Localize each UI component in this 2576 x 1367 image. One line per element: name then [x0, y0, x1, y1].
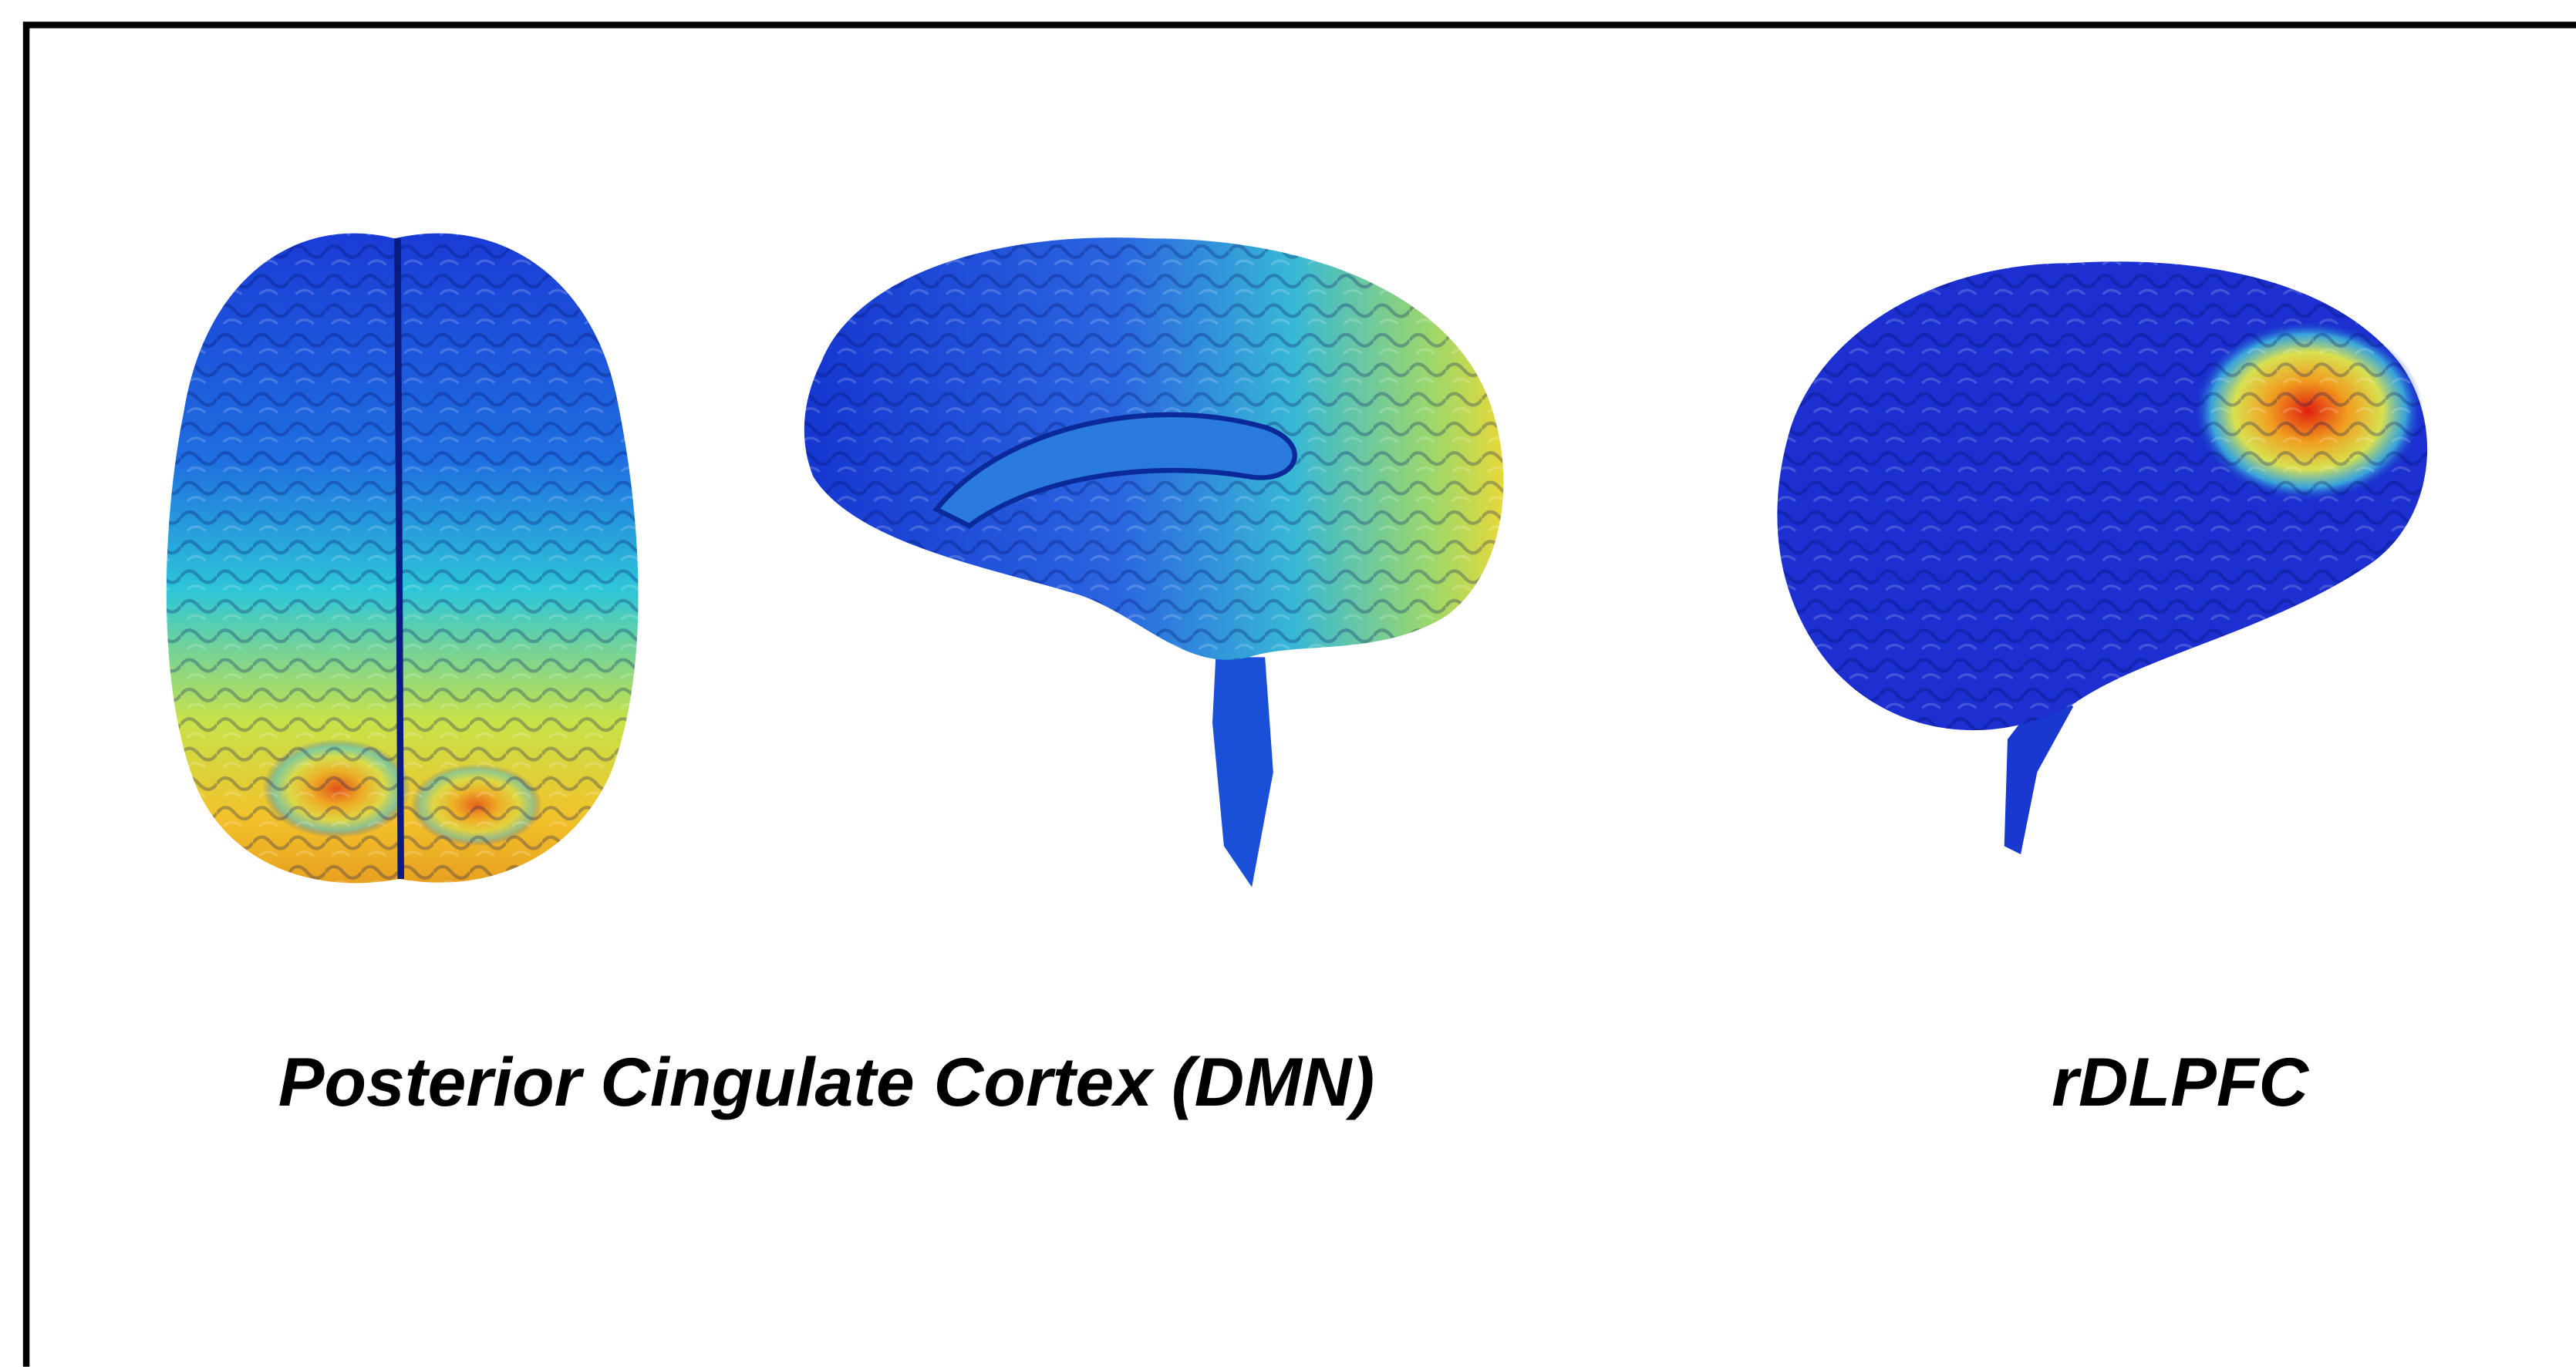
- brain-sagittal-view: [804, 237, 1504, 887]
- panel-label: Posterior Cingulate Cortex (DMN): [278, 1043, 1374, 1120]
- figure: Posterior Cingulate Cortex (DMN) rDLPFC: [0, 0, 2576, 1367]
- brain-lateral-view: [1777, 261, 2427, 854]
- panel-label: rDLPFC: [2052, 1043, 2309, 1120]
- page: {"panels": [{"label": "Posterior Cingula…: [0, 0, 2576, 1367]
- brain-top-view: [167, 234, 639, 884]
